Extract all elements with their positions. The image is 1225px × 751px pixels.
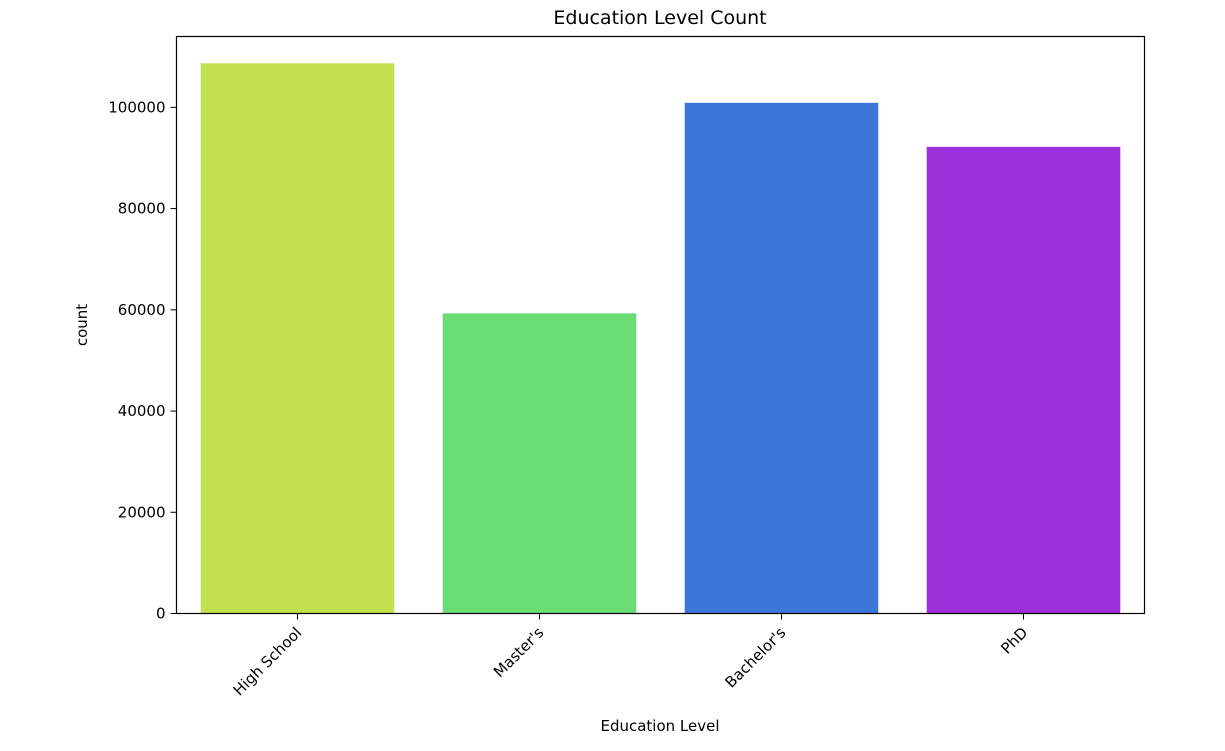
- x-tick-label-bachelor-s: Bachelor's: [722, 623, 790, 691]
- bars-group: [200, 63, 1121, 614]
- x-tick-label-phd: PhD: [997, 624, 1031, 658]
- y-tick-label: 80000: [118, 200, 166, 218]
- bar-phd: [926, 146, 1121, 614]
- x-tick-label-high-school: High School: [230, 624, 306, 700]
- y-tick-label: 60000: [118, 301, 166, 319]
- x-axis: High School Master's Bachelor's PhD: [230, 613, 1031, 700]
- y-tick-label: 0: [156, 605, 166, 623]
- x-axis-label: Education Level: [600, 717, 719, 735]
- x-tick-label-master-s: Master's: [490, 623, 548, 681]
- y-tick-label: 100000: [108, 98, 165, 116]
- y-tick-label: 20000: [118, 503, 166, 521]
- chart-title: Education Level Count: [553, 7, 766, 29]
- y-tick-label: 40000: [118, 402, 166, 420]
- bar-bachelor-s: [684, 102, 879, 614]
- bar-high-school: [200, 63, 395, 614]
- bar-master-s: [442, 313, 637, 614]
- y-axis-label: count: [73, 304, 91, 346]
- y-axis: 0 20000 40000 60000 80000 100000: [108, 98, 177, 623]
- plot-frame: [175, 35, 1146, 615]
